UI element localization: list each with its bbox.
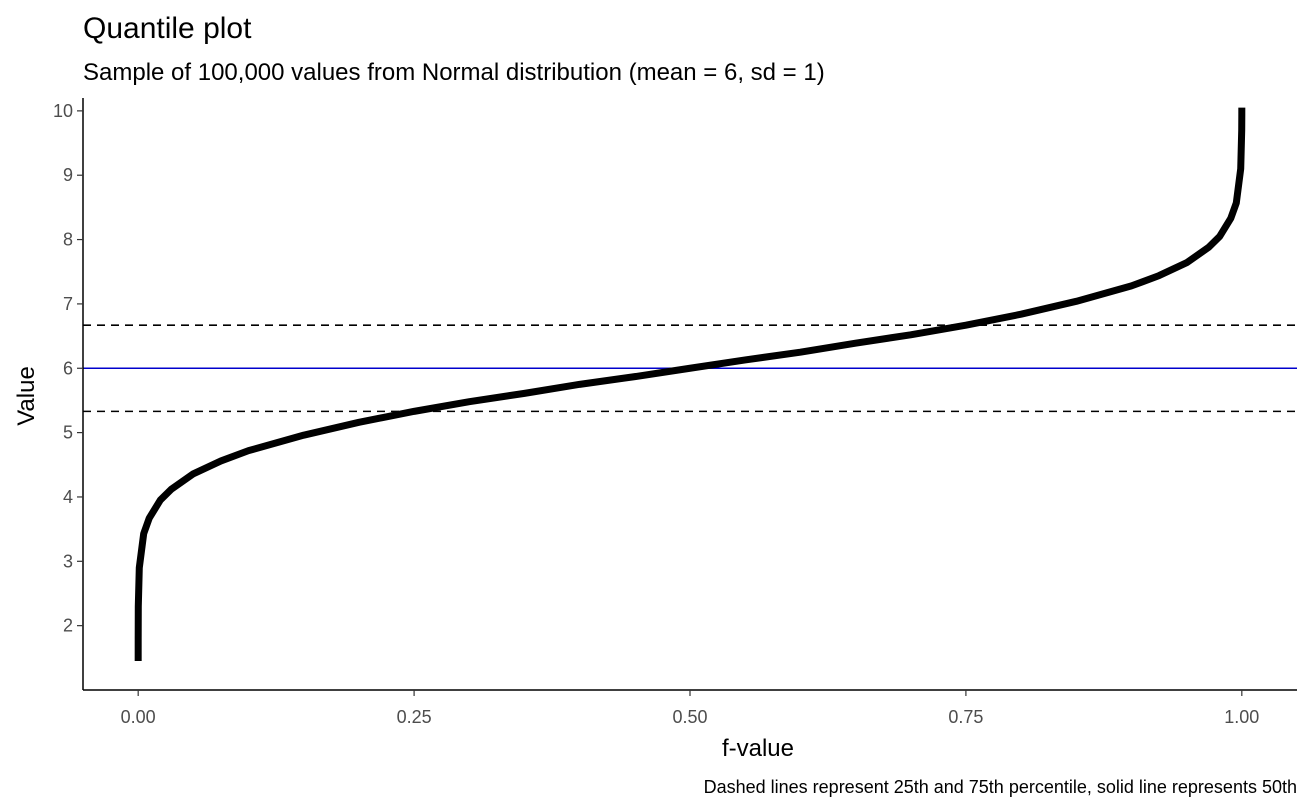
x-tick-label: 0.50	[672, 707, 707, 727]
x-axis-title: f-value	[722, 735, 794, 762]
chart-title: Quantile plot	[83, 12, 252, 45]
plot-area	[83, 107, 1297, 662]
y-tick-label: 9	[63, 165, 73, 185]
series-layer	[134, 107, 1246, 662]
quantile-series-line	[134, 107, 1246, 662]
chart-caption: Dashed lines represent 25th and 75th per…	[704, 777, 1297, 797]
x-tick-label: 0.00	[121, 707, 156, 727]
y-axis-title: Value	[13, 366, 40, 426]
y-tick-label: 2	[63, 616, 73, 636]
y-tick-label: 6	[63, 358, 73, 378]
y-axis-ticks: 2 3 4 5 6 7 8 9 10	[53, 101, 83, 636]
x-tick-label: 0.25	[397, 707, 432, 727]
y-tick-label: 5	[63, 423, 73, 443]
x-tick-label: 0.75	[948, 707, 983, 727]
y-tick-label: 7	[63, 294, 73, 314]
y-tick-label: 4	[63, 487, 73, 507]
y-tick-label: 8	[63, 230, 73, 250]
x-tick-label: 1.00	[1224, 707, 1259, 727]
x-axis-ticks: 0.00 0.25 0.50 0.75 1.00	[121, 690, 1259, 727]
chart-subtitle: Sample of 100,000 values from Normal dis…	[83, 59, 825, 86]
y-tick-label: 10	[53, 101, 73, 121]
y-tick-label: 3	[63, 551, 73, 571]
